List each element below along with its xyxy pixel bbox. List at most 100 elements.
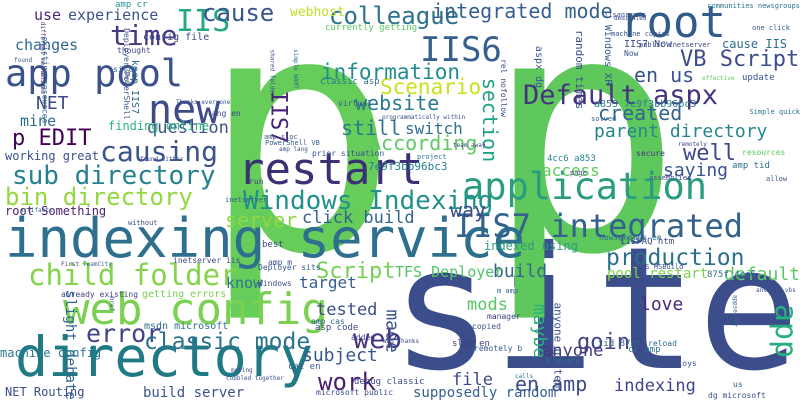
cloud-word: root [620,0,726,48]
cloud-word: way [450,198,487,222]
cloud-word: restart [238,144,424,195]
cloud-word: existing resources [40,36,50,124]
cloud-word: virtual [338,99,372,108]
cloud-word: web config [63,284,328,335]
cloud-word: rel nofollow [498,59,508,117]
cloud-word: without [128,219,158,227]
cloud-word: supposedly random [413,385,557,400]
cloud-word: Deployer sits [258,263,321,272]
cloud-word: made [381,309,403,353]
cloud-word: target [299,273,357,292]
cloud-word: reload [648,339,677,348]
cloud-word: deploys [663,359,697,368]
cloud-word: best [262,240,284,250]
cloud-word: anyone [542,341,604,361]
cloud-word: machine config [0,346,102,360]
cloud-word: app [768,303,800,359]
cloud-word: silly [113,65,138,74]
cloud-word: classic asp [320,77,380,87]
cloud-word: error [86,319,162,348]
cloud-word: dg microsoft [708,391,766,400]
cloud-word: created [598,101,683,125]
cloud-word: TFS Deployer [395,263,504,281]
cloud-word: us [733,380,743,389]
cloud-word: machine copies [611,30,671,38]
cloud-word: webhost [290,5,345,20]
cloud-word: mods [467,295,508,315]
cloud-word: copied [472,322,501,331]
cloud-word: already existing [61,290,139,299]
cloud-word: amp sloc [264,133,298,141]
cloud-word: shared folder [268,49,276,97]
cloud-word: IIS6 [420,30,502,70]
cloud-word: server [225,208,298,232]
cloud-word: sloc en [452,339,490,349]
cloud-word: aspx dg [533,45,545,89]
cloud-word: VB Script [680,47,800,72]
cloud-word: switch [405,119,463,138]
cloud-word: PowerShell VB [265,139,320,147]
cloud-word: public inetserver [639,41,711,49]
cloud-word: click build [302,208,415,228]
cloud-word: brand [123,64,131,84]
cloud-word: Simple quick [749,108,800,116]
cloud-word: time [110,19,178,52]
cloud-word: another vbs [756,287,796,294]
cloud-word: app pool [5,52,184,95]
cloud-word: href [108,296,116,312]
cloud-word: 4cc6 a853 [547,154,596,164]
cloud-word: IISFAQ htm [620,237,675,247]
cloud-word: well [683,141,736,166]
cloud-word: Default aspx [523,80,719,111]
cloud-word: config file [143,32,210,43]
cloud-word: changes [15,36,79,54]
cloud-word: p EDIT [12,126,92,151]
cloud-word: know [226,274,263,292]
cloud-word: website [355,91,440,115]
cloud-word: cause IIS [722,37,788,51]
cloud-word: According [369,131,478,155]
cloud-word: cause [202,0,275,27]
cloud-word: iisanswers [604,11,647,19]
cloud-word: anyone gotten [551,302,565,389]
cloud-word: production [606,245,745,271]
cloud-word: dedicated [614,15,647,22]
cloud-word: section [478,77,503,163]
cloud-word: amp cas [311,317,345,326]
cloud-word: IIS7 integrated [454,207,743,245]
cloud-word: found either [140,156,184,163]
cloud-word: First [61,261,80,268]
cloud-word: bin directory [5,183,193,211]
cloud-word: 7e9f3bb96bc3 [368,160,448,173]
cloud-word: getting errors [142,289,227,300]
cloud-word: manager [487,312,521,321]
cloud-word: page [570,169,587,177]
cloud-word: 875f 4cc6 [707,270,756,280]
cloud-word: saying [663,160,729,181]
cloud-word: cobbled together [226,375,284,382]
cloud-word: Thanks everyone [176,99,231,106]
cloud-word: web [353,324,402,355]
cloud-word: effective [702,75,735,82]
cloud-word: working great [5,149,99,163]
cloud-word: default [724,264,800,285]
cloud-word: run [249,177,264,186]
cloud-word: amp tid [732,161,770,171]
cloud-word: tested [316,300,378,320]
cloud-word: classic mode [144,329,311,355]
cloud-word: mine [20,112,57,130]
cloud-word: microsoft public [316,388,394,397]
cloud-word: asp code [315,323,359,333]
cloud-word: indexing service [5,207,526,270]
cloud-word: calls [515,373,534,380]
cloud-word: amp m [268,258,293,267]
cloud-word: appserver [731,294,739,328]
cloud-word: programmatically within [382,114,466,121]
cloud-word: Windows Indexing [243,186,494,216]
cloud-word: Script [316,259,396,284]
cloud-word: inetserver iis [173,256,241,265]
cloud-word: en amp [515,372,588,396]
cloud-word: en us [634,63,695,87]
cloud-word: lang en [207,109,241,118]
cloud-word: sub directory [12,161,216,191]
